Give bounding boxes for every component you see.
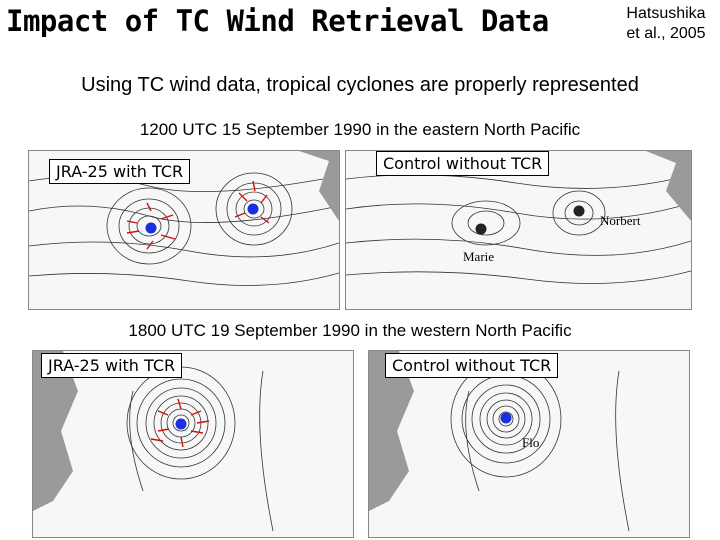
panel-label-jra-west: JRA-25 with TCR bbox=[41, 353, 183, 378]
caption-western-pacific: 1800 UTC 19 September 1990 in the wester… bbox=[128, 321, 572, 340]
wind-observations-jra-west bbox=[150, 398, 210, 448]
map-jra-west: JRA-25 with TCR bbox=[32, 350, 354, 538]
citation-year: et al., 2005 bbox=[626, 25, 706, 42]
slide-subtitle: Using TC wind data, tropical cyclones ar… bbox=[81, 74, 639, 96]
map-control-east: Control without TCR Norbert Marie bbox=[345, 150, 692, 310]
storm-label-marie: Marie bbox=[463, 249, 495, 264]
contour-field-jra-east bbox=[29, 151, 339, 286]
tc-marker-flo-jra bbox=[175, 418, 187, 430]
caption-eastern-pacific: 1200 UTC 15 September 1990 in the easter… bbox=[139, 120, 581, 139]
map-control-west: Control without TCR Flo bbox=[368, 350, 690, 538]
citation-authors: Hatsushika bbox=[626, 5, 706, 22]
tc-marker-norbert-jra bbox=[247, 203, 259, 215]
storm-label-norbert: Norbert bbox=[600, 213, 641, 228]
tc-marker-marie-control bbox=[475, 223, 487, 235]
tc-marker-flo-control bbox=[500, 412, 512, 424]
map-jra-east: JRA-25 with TCR bbox=[28, 150, 340, 310]
panel-label-jra-east: JRA-25 with TCR bbox=[49, 159, 191, 184]
tc-marker-norbert-control bbox=[573, 205, 585, 217]
contour-field-jra-west bbox=[33, 351, 274, 532]
storm-label-flo: Flo bbox=[522, 435, 540, 450]
contour-field-control-east bbox=[346, 151, 691, 284]
tc-marker-marie-jra bbox=[145, 222, 157, 234]
panel-label-control-west: Control without TCR bbox=[385, 353, 559, 378]
panel-label-control-east: Control without TCR bbox=[376, 151, 550, 176]
slide-title: Impact of TC Wind Retrieval Data bbox=[6, 4, 549, 38]
wind-observations-jra-east bbox=[126, 180, 270, 250]
citation: Hatsushika et al., 2005 bbox=[614, 4, 718, 44]
